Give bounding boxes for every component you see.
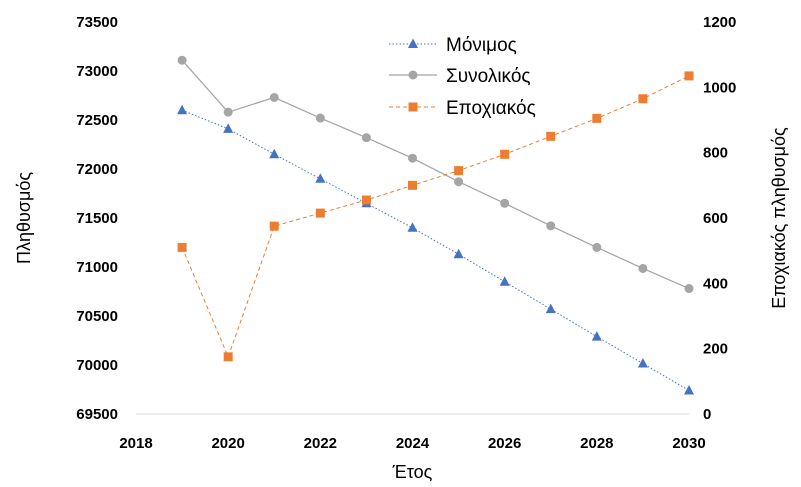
y-tick-label: 70000	[76, 357, 118, 374]
y2-tick-label: 1200	[703, 14, 736, 31]
left-axis-ticks: 73500 73000 72500 72000 71500 71000 70500 70000…	[76, 14, 118, 423]
series-0	[177, 104, 694, 395]
legend-marker	[408, 38, 418, 48]
x-tick-label: 2026	[488, 435, 521, 452]
y2-tick-label: 1000	[703, 79, 736, 96]
data-point	[684, 71, 694, 81]
legend-item: Μόνιμος	[389, 35, 517, 56]
y-tick-label: 73500	[76, 14, 118, 31]
data-point	[592, 113, 602, 123]
data-point	[269, 148, 280, 159]
legend: Μόνιμος Συνολικός Εποχιακός	[389, 35, 536, 119]
x-axis-title: Έτος	[392, 462, 433, 482]
y2-tick-label: 800	[703, 145, 728, 162]
series-2	[177, 71, 694, 362]
y2-axis-title: Εποχιακός πληθυσμός	[769, 127, 789, 309]
legend-label: Συνολικός	[446, 66, 531, 87]
x-tick-label: 2030	[672, 435, 705, 452]
y-tick-label: 72500	[76, 112, 118, 129]
x-tick-label: 2024	[396, 435, 430, 452]
legend-marker	[408, 70, 418, 80]
legend-label: Μόνιμος	[446, 35, 517, 56]
data-point	[500, 198, 510, 208]
x-tick-label: 2028	[580, 435, 613, 452]
data-point	[177, 55, 187, 65]
right-axis-ticks: 1200 1000 800 600 400 200 0	[703, 14, 736, 423]
legend-item: Εποχιακός	[389, 98, 536, 119]
series-layer	[177, 55, 694, 395]
y2-tick-label: 600	[703, 210, 728, 227]
data-point	[315, 113, 325, 123]
data-point	[269, 221, 279, 231]
x-axis-ticks: 2018 2020 2022 2024 2026 2028 2030	[119, 435, 705, 452]
data-point	[545, 303, 556, 314]
data-point	[407, 222, 418, 232]
data-point	[315, 208, 325, 218]
series-line	[181, 59, 690, 290]
y-tick-label: 70500	[76, 308, 118, 325]
data-point	[269, 92, 279, 102]
data-point	[361, 195, 371, 205]
data-point	[592, 242, 602, 252]
data-point	[546, 131, 556, 141]
data-point	[500, 149, 510, 159]
x-tick-label: 2018	[119, 435, 152, 452]
legend-label: Εποχιακός	[446, 98, 536, 119]
y2-tick-label: 400	[703, 275, 728, 292]
y-tick-label: 69500	[76, 406, 118, 423]
data-point	[638, 263, 648, 273]
data-point	[684, 284, 694, 294]
data-point	[177, 104, 188, 115]
y-tick-label: 71500	[76, 210, 118, 227]
data-point	[223, 123, 234, 133]
legend-item: Συνολικός	[389, 66, 531, 87]
data-point	[454, 166, 464, 176]
data-point	[453, 248, 464, 259]
data-point	[638, 94, 648, 104]
x-tick-label: 2020	[211, 435, 244, 452]
data-point	[223, 107, 233, 117]
data-point	[223, 352, 233, 362]
data-point	[315, 173, 326, 183]
y2-tick-label: 0	[703, 406, 711, 423]
data-point	[177, 242, 187, 252]
data-point	[499, 276, 510, 286]
y-tick-label: 72000	[76, 161, 118, 178]
y2-tick-label: 200	[703, 341, 728, 358]
y-tick-label: 71000	[76, 259, 118, 276]
series-1	[177, 55, 694, 294]
data-point	[637, 358, 648, 368]
data-point	[684, 384, 694, 395]
series-line	[181, 75, 690, 359]
data-point	[361, 133, 371, 143]
data-point	[408, 153, 417, 163]
x-tick-label: 2022	[304, 435, 337, 452]
data-point	[591, 331, 602, 341]
y-tick-label: 73000	[76, 63, 118, 80]
y-axis-title: Πληθυσμός	[14, 172, 34, 264]
series-line	[181, 109, 690, 391]
data-point	[408, 180, 417, 190]
legend-marker	[408, 102, 418, 112]
data-point	[454, 177, 464, 187]
data-point	[546, 221, 556, 231]
